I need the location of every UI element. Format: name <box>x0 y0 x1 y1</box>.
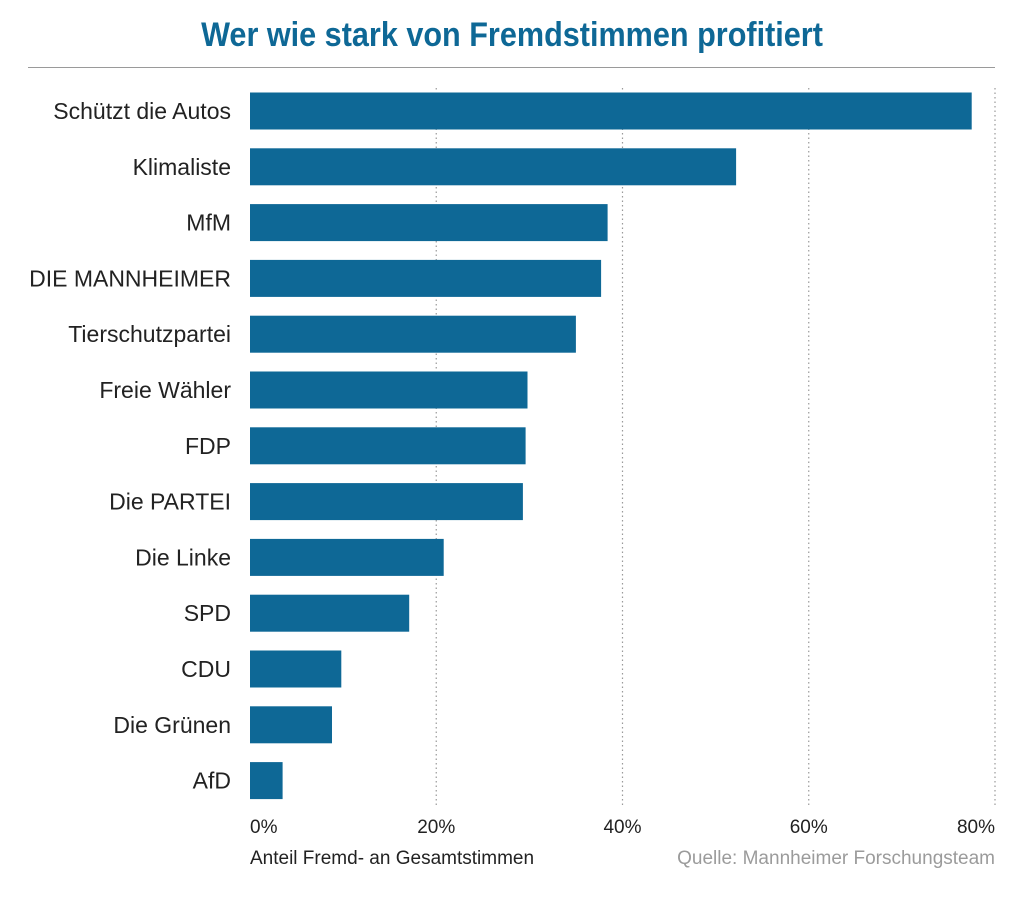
bar <box>250 315 576 353</box>
bar <box>250 538 444 576</box>
category-label: Klimaliste <box>133 154 231 180</box>
category-label: Die PARTEI <box>109 489 231 515</box>
bar <box>250 148 737 186</box>
category-label: CDU <box>181 656 231 682</box>
chart-title: Wer wie stark von Fremdstimmen profitier… <box>201 16 823 54</box>
bars <box>250 92 972 800</box>
bar <box>250 762 283 800</box>
x-tick-label: 0% <box>250 817 278 838</box>
bar <box>250 706 332 744</box>
category-label: MfM <box>186 210 231 236</box>
category-label: SPD <box>184 600 231 626</box>
bar <box>250 204 608 242</box>
category-label: Tierschutzpartei <box>68 321 231 347</box>
bar <box>250 650 342 688</box>
x-tick-label: 20% <box>417 817 455 838</box>
category-labels: Schützt die Autos Klimaliste MfM DIE MANNHE… <box>29 98 231 794</box>
x-tick-labels: 0% 20% 40% 60% 80% <box>250 817 995 838</box>
x-tick-label: 40% <box>603 817 641 838</box>
x-tick-label: 60% <box>790 817 828 838</box>
category-label: Die Linke <box>135 544 231 570</box>
x-axis-label: Anteil Fremd- an Gesamtstimmen <box>250 848 535 869</box>
category-label: AfD <box>193 768 231 794</box>
category-label: Freie Wähler <box>99 377 231 403</box>
source-note: Quelle: Mannheimer Forschungsteam <box>677 848 995 869</box>
bar <box>250 427 526 465</box>
bar <box>250 483 523 521</box>
category-label: Schützt die Autos <box>53 98 231 124</box>
bar <box>250 594 410 632</box>
bar <box>250 259 602 297</box>
category-label: FDP <box>185 433 231 459</box>
bar <box>250 371 528 409</box>
title-divider <box>28 67 995 68</box>
category-label: Die Grünen <box>113 712 231 738</box>
category-label: DIE MANNHEIMER <box>29 265 231 291</box>
x-tick-label: 80% <box>957 817 995 838</box>
bar <box>250 92 972 130</box>
